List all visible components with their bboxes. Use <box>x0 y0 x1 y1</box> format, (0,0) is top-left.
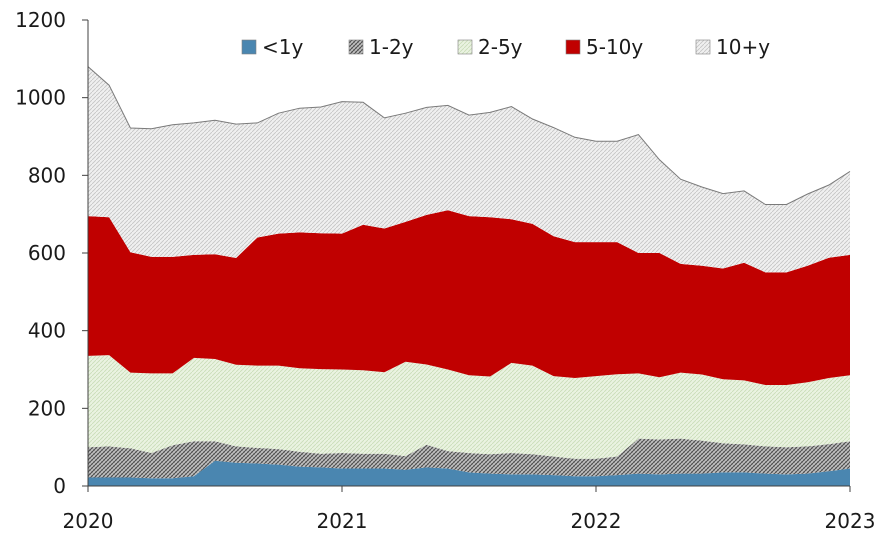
area-series-5-10y <box>88 210 850 385</box>
area-series-lt1y <box>88 460 850 486</box>
legend-swatch-10plusy <box>695 39 711 55</box>
area-series-1-2y <box>88 438 850 479</box>
legend-label-10plusy: 10+y <box>716 35 770 59</box>
area-series-10plusy <box>88 66 850 273</box>
legend-swatch-2-5y <box>457 39 473 55</box>
legend-label-lt1y: <1y <box>262 35 303 59</box>
stack-top-outline <box>87 66 851 205</box>
legend-label-2-5y: 2-5y <box>478 35 523 59</box>
x-tick-label: 2020 <box>63 509 114 533</box>
y-axis-ticks: 0 200 400 600 800 1000 1200 <box>15 8 88 498</box>
y-tick-label: 200 <box>28 396 66 420</box>
x-tick-label: 2022 <box>571 509 622 533</box>
legend: <1y 1-2y 2-5y 5-10y 10+y <box>241 35 770 59</box>
area-series-2-5y <box>88 355 850 459</box>
legend-swatch-1-2y <box>348 39 364 55</box>
y-tick-label: 0 <box>53 474 66 498</box>
legend-label-1-2y: 1-2y <box>369 35 414 59</box>
y-tick-label: 800 <box>28 163 66 187</box>
areas-layer <box>87 66 851 486</box>
x-axis-ticks: 2020 2021 2022 2023 <box>63 486 876 533</box>
legend-swatch-5-10y <box>565 39 581 55</box>
y-tick-label: 400 <box>28 319 66 343</box>
y-tick-label: 600 <box>28 241 66 265</box>
x-tick-label: 2023 <box>825 509 876 533</box>
legend-label-5-10y: 5-10y <box>586 35 643 59</box>
x-tick-label: 2021 <box>317 509 368 533</box>
legend-swatch-lt1y <box>241 39 257 55</box>
y-tick-label: 1200 <box>15 8 66 32</box>
y-tick-label: 1000 <box>15 86 66 110</box>
